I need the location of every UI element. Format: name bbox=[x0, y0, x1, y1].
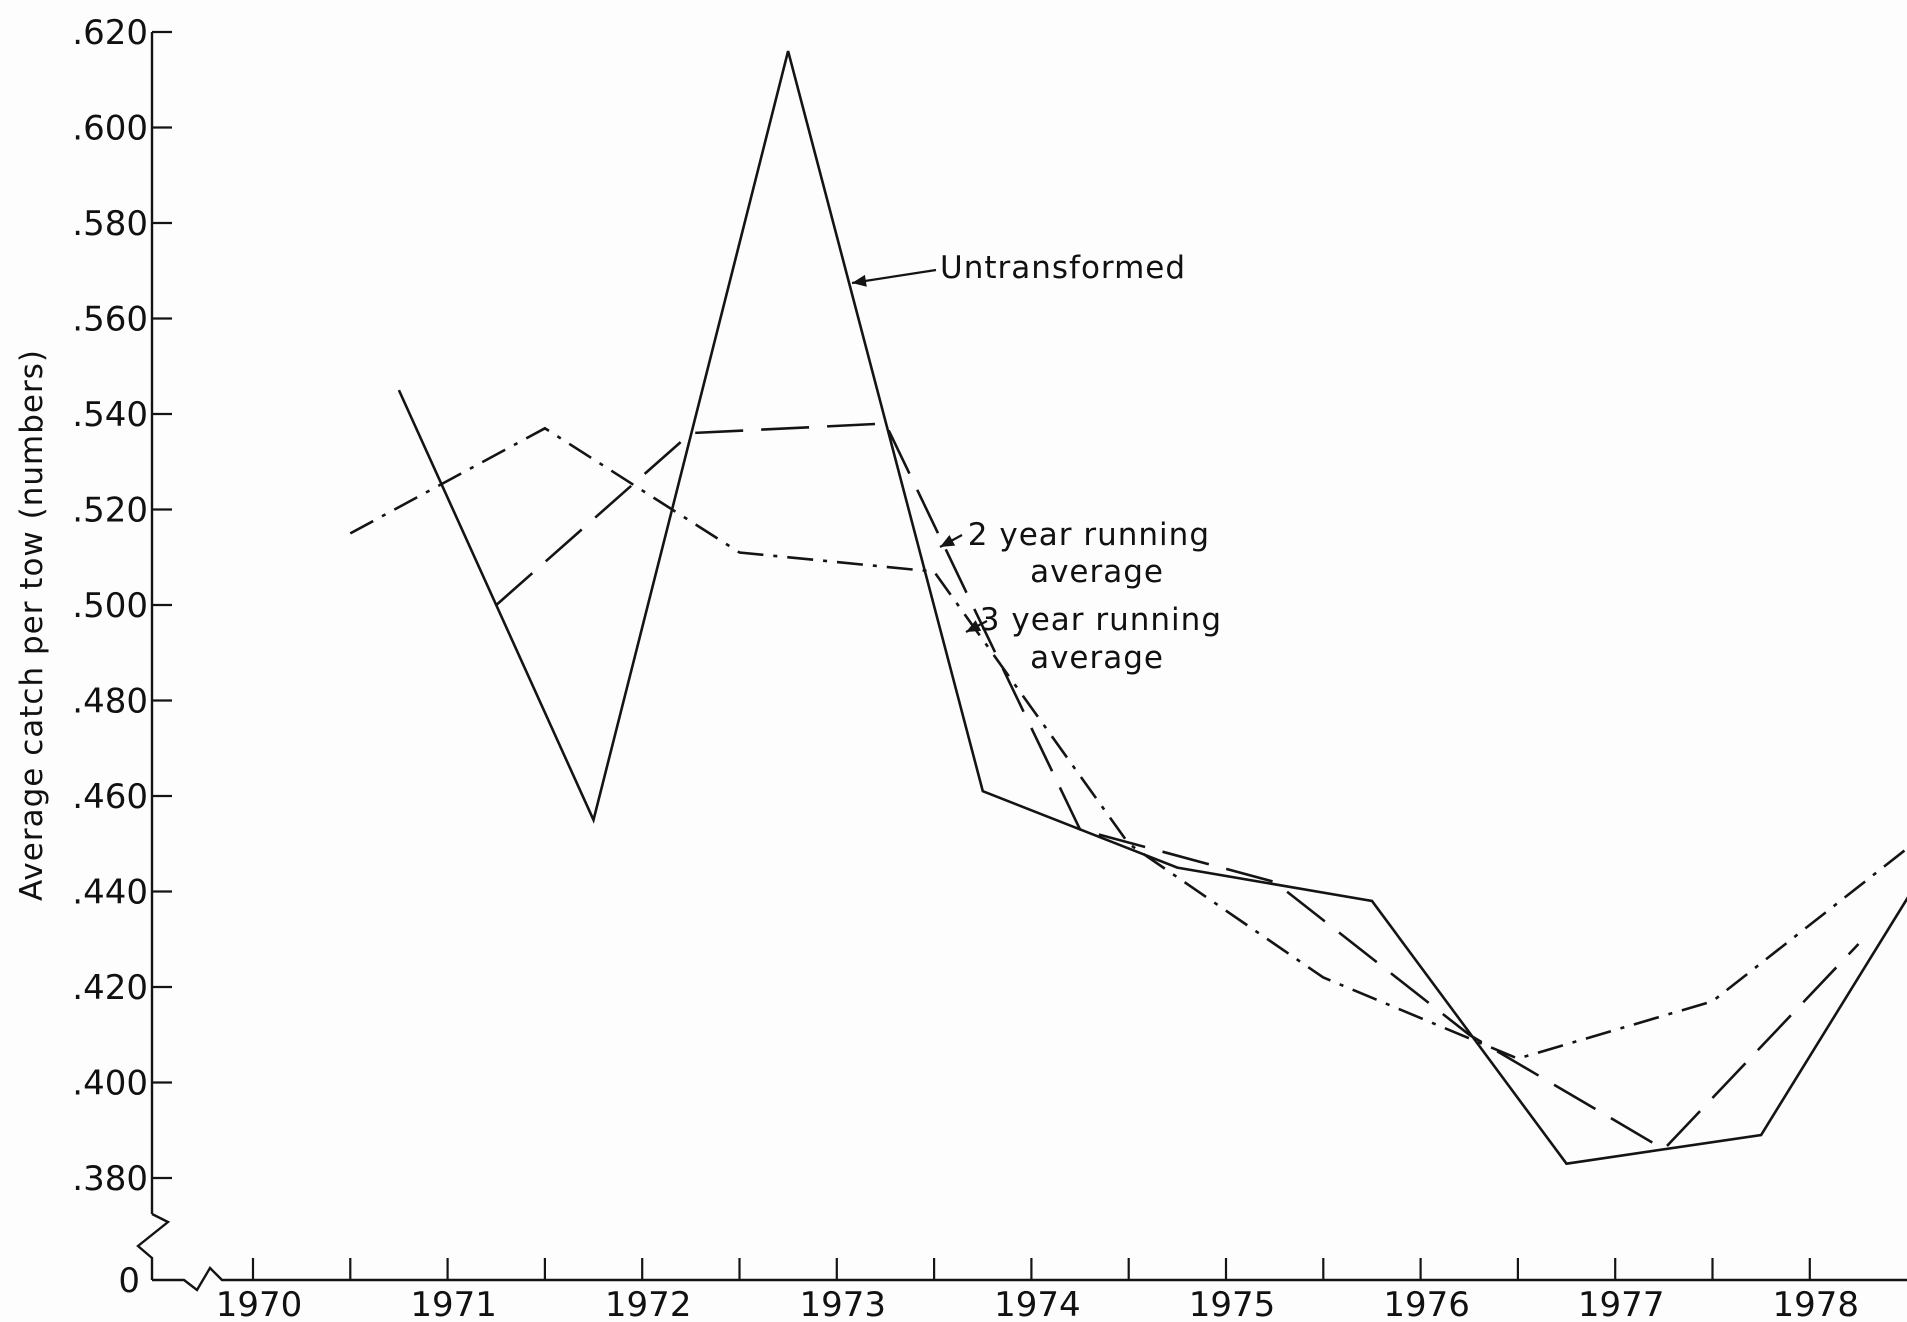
y-tick-label: .580 bbox=[72, 204, 148, 244]
y-axis-break bbox=[136, 1212, 171, 1280]
x-tick-label: 1973 bbox=[800, 1285, 887, 1322]
annotation-label: Untransformed bbox=[940, 250, 1186, 286]
y-axis-label: Average catch per tow (numbers) bbox=[14, 349, 50, 901]
y-zero-label: 0 bbox=[118, 1261, 140, 1301]
annotation-arrowhead bbox=[852, 274, 867, 287]
y-tick-label: .500 bbox=[72, 586, 148, 626]
x-tick-label: 1978 bbox=[1773, 1285, 1860, 1322]
x-tick-label: 1972 bbox=[605, 1285, 692, 1322]
annotation-arrow bbox=[851, 268, 937, 285]
y-tick-label: .380 bbox=[72, 1159, 148, 1199]
y-tick-label: .620 bbox=[72, 13, 148, 53]
y-tick-label: .460 bbox=[72, 777, 148, 817]
y-tick-label: .400 bbox=[72, 1064, 148, 1104]
y-tick-label: .480 bbox=[72, 682, 148, 722]
y-tick-label: .420 bbox=[72, 968, 148, 1008]
annotation-label: 3 year running bbox=[980, 602, 1222, 638]
annotation-arrowhead bbox=[940, 535, 956, 547]
y-tick-label: .520 bbox=[72, 491, 148, 531]
x-tick-label: 1971 bbox=[410, 1285, 497, 1322]
x-tick-label: 1975 bbox=[1189, 1285, 1276, 1322]
x-tick-label: 1976 bbox=[1383, 1285, 1470, 1322]
series-line-3 bbox=[349, 426, 1907, 1060]
y-tick-label: .540 bbox=[72, 395, 148, 435]
x-tick-label: 1970 bbox=[216, 1285, 303, 1322]
y-tick-label: .440 bbox=[72, 873, 148, 913]
y-tick-label: .600 bbox=[72, 109, 148, 149]
series-line-1 bbox=[397, 50, 1907, 1166]
y-tick-label: .560 bbox=[72, 300, 148, 340]
x-tick-label: 1977 bbox=[1578, 1285, 1665, 1322]
annotation-label: 2 year running bbox=[968, 517, 1210, 553]
series-line-2 bbox=[495, 422, 1860, 1151]
x-axis-line bbox=[152, 1266, 1907, 1292]
x-tick-label: 1974 bbox=[994, 1285, 1081, 1322]
annotation-label: average bbox=[1030, 554, 1164, 590]
annotation-label: average bbox=[1030, 640, 1164, 676]
annotation-arrowhead bbox=[966, 620, 982, 632]
